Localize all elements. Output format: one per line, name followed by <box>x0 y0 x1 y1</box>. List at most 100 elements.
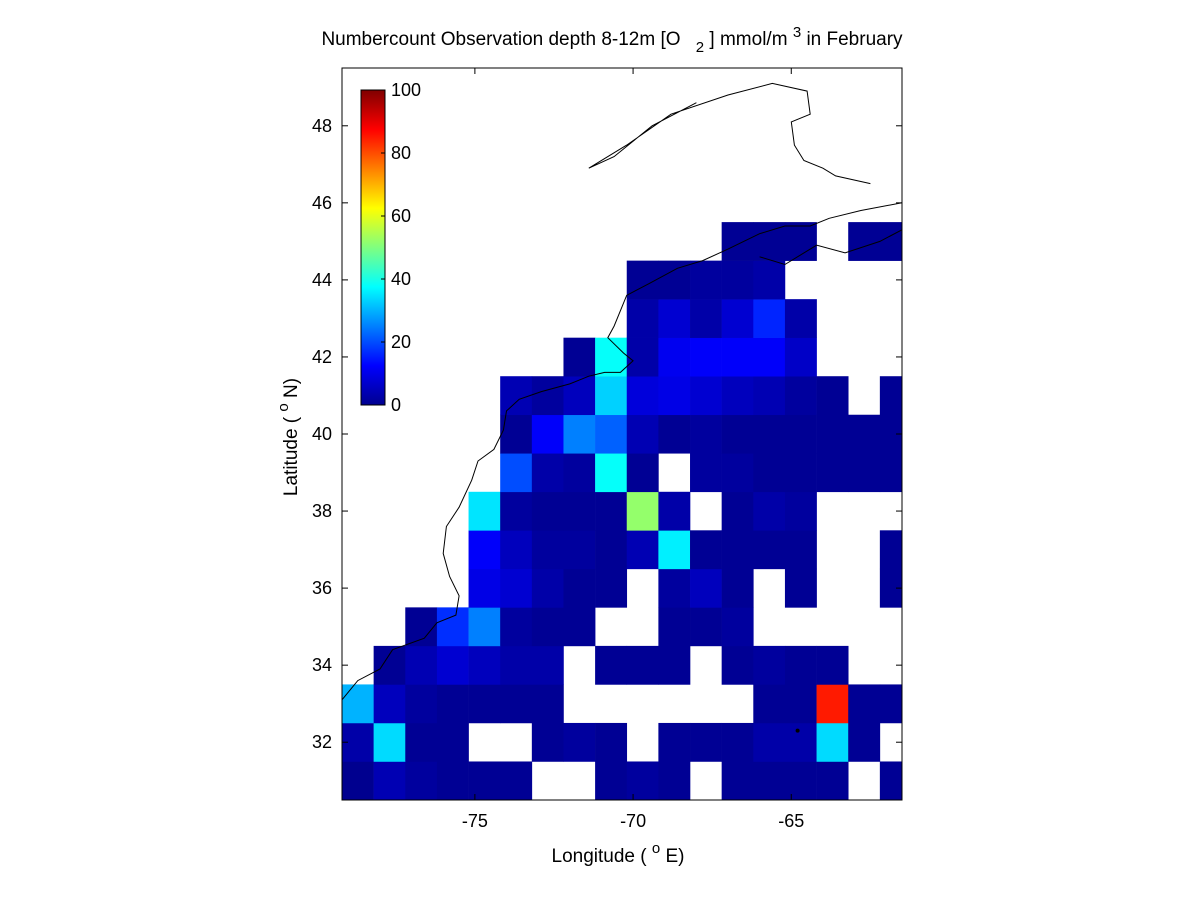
title-units: ] mmol/m <box>709 29 787 50</box>
heatmap-cell <box>721 376 754 416</box>
heatmap-cell <box>721 568 754 608</box>
colorbar-tick-label: 60 <box>391 206 411 226</box>
heatmap-cell <box>721 337 754 377</box>
y-axis-label: Latitude ( o N) <box>272 378 302 496</box>
heatmap-cell <box>531 607 564 647</box>
title-superscript: 3 <box>793 24 801 41</box>
x-tick-label: -70 <box>620 811 646 831</box>
heatmap-cell <box>1070 761 1102 800</box>
heatmap-cell <box>531 453 564 493</box>
heatmap-cell <box>563 491 596 531</box>
heatmap-cell <box>943 376 975 415</box>
heatmap-cell <box>690 414 722 454</box>
heatmap-cell <box>658 260 691 300</box>
heatmap-cell <box>658 722 691 762</box>
heatmap-cell <box>500 607 533 647</box>
y-tick-label: 36 <box>312 578 332 598</box>
heatmap-cell <box>943 338 975 377</box>
heatmap-cell <box>911 530 943 569</box>
y-tick-label: 34 <box>312 655 332 675</box>
title-subscript: 2 <box>696 39 704 56</box>
heatmap-cell <box>690 299 722 338</box>
heatmap-cell <box>753 491 786 531</box>
y-label-post: N) <box>281 378 302 398</box>
colorbar-tick-label: 100 <box>391 80 421 100</box>
heatmap-cell <box>658 530 691 570</box>
heatmap-cell <box>721 453 754 493</box>
heatmap-cell <box>721 722 754 762</box>
heatmap-cell <box>943 415 975 454</box>
heatmap-cell <box>816 376 849 416</box>
heatmap-cell <box>626 453 659 493</box>
heatmap-cell <box>658 414 691 454</box>
heatmap-cell <box>848 414 881 454</box>
heatmap-cell <box>595 376 628 416</box>
heatmap-cell <box>690 337 722 377</box>
x-label-post: E) <box>665 846 684 867</box>
heatmap-cell <box>911 338 943 377</box>
heatmap-cell <box>563 607 596 647</box>
heatmap-cell <box>531 530 564 570</box>
heatmap-cell <box>911 222 943 261</box>
heatmap-cell <box>1038 761 1070 800</box>
heatmap-cell <box>436 761 469 800</box>
colorbar: 0 20 40 60 80 100 <box>360 80 421 415</box>
heatmap-cell <box>436 645 469 685</box>
heatmap-cell <box>658 645 691 685</box>
heatmap-cell <box>753 530 786 570</box>
y-tick-label: 40 <box>312 424 332 444</box>
heatmap-cell <box>405 645 438 685</box>
title-main: Numbercount Observation depth 8-12m [O <box>321 29 680 50</box>
coastline-segment <box>588 82 871 185</box>
heatmap-cell <box>531 645 564 685</box>
y-label-pre: Latitude ( <box>281 412 302 497</box>
y-tick-label: 38 <box>312 501 332 521</box>
heatmap-cell <box>753 222 786 261</box>
heatmap-cell <box>975 261 1007 300</box>
heatmap-cell <box>753 761 786 800</box>
heatmap-cell <box>690 453 722 493</box>
heatmap-cell <box>911 376 943 415</box>
heatmap-cell <box>626 761 659 800</box>
heatmap-cell <box>595 530 628 570</box>
heatmap-cell <box>943 261 975 300</box>
heatmap-cell <box>848 722 881 762</box>
heatmap-cell <box>373 684 406 724</box>
heatmap-cell <box>500 568 533 608</box>
heatmap-cell <box>690 376 722 416</box>
heatmap-cells <box>342 29 1102 800</box>
heatmap-cell <box>690 568 722 608</box>
y-tick-label: 48 <box>312 116 332 136</box>
heatmap-cell <box>721 530 754 570</box>
y-tick-label: 46 <box>312 193 332 213</box>
heatmap-cell <box>784 376 817 416</box>
coastline <box>342 82 902 733</box>
heatmap-cell <box>626 376 659 416</box>
y-tick-label: 32 <box>312 732 332 752</box>
heatmap-cell <box>500 645 533 685</box>
heatmap-cell <box>911 299 943 338</box>
heatmap-cell <box>879 684 902 724</box>
heatmap-cell <box>753 299 786 338</box>
heatmap-cell <box>1006 761 1038 800</box>
heatmap-cell <box>563 414 596 454</box>
heatmap-cell <box>721 645 754 685</box>
heatmap-cell <box>816 645 849 685</box>
title-tail: in February <box>806 29 903 50</box>
heatmap-cell <box>1006 684 1038 723</box>
heatmap-cell <box>911 29 943 68</box>
heatmap-cell <box>690 722 722 762</box>
heatmap-cell <box>626 530 659 570</box>
heatmap-cell <box>1006 338 1038 377</box>
heatmap-cell <box>690 530 722 570</box>
heatmap-cell <box>1006 299 1038 338</box>
heatmap-cell <box>784 414 817 454</box>
coastline-segment <box>759 229 902 266</box>
heatmap-cell <box>721 260 754 300</box>
heatmap-cell <box>816 453 849 493</box>
heatmap-cell <box>1038 68 1070 107</box>
chart-title: Numbercount Observation depth 8-12m [O 2… <box>321 21 903 57</box>
heatmap-cell <box>658 299 691 338</box>
heatmap-cell <box>816 722 849 762</box>
heatmap-cell <box>975 684 1007 723</box>
